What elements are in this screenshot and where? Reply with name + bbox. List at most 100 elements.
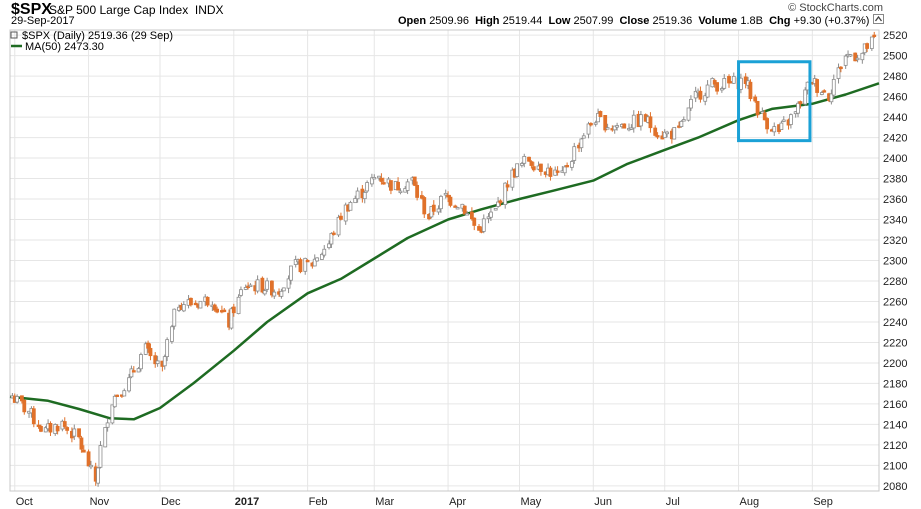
- ma-layer: [9, 82, 880, 421]
- stockcharts-credit: © StockCharts.com: [788, 2, 883, 14]
- candle-body: [481, 218, 486, 232]
- candle-body: [446, 194, 450, 198]
- candle-body: [65, 427, 70, 431]
- candle-body: [448, 196, 453, 206]
- candle-body: [136, 368, 141, 373]
- candle-body: [719, 88, 724, 91]
- candle-body: [815, 79, 819, 93]
- quote-stats: Open 2509.96 High 2519.44 Low 2507.99 Cl…: [398, 15, 869, 27]
- candle-body: [522, 155, 527, 164]
- candle-body: [527, 156, 531, 162]
- candle-body: [312, 258, 317, 267]
- ma50-line: [9, 82, 880, 421]
- x-axis-ticks: Oct Nov Dec 2017 Feb Mar Apr May Jun Jul Aug Sep: [16, 496, 833, 508]
- candle-body: [436, 208, 441, 213]
- candle-body: [662, 131, 667, 139]
- y-tick-label: 2440: [883, 112, 907, 124]
- candle-body: [379, 177, 384, 182]
- candle-body: [653, 127, 658, 136]
- candle-body: [286, 278, 291, 289]
- candle-body: [198, 300, 203, 309]
- candle-body: [231, 306, 236, 314]
- quote-date: 29-Sep-2017: [11, 15, 75, 27]
- y-tick-label: 2140: [883, 419, 907, 431]
- candle-body: [753, 96, 758, 102]
- candle-body: [22, 399, 27, 413]
- candle-body: [20, 395, 24, 402]
- y-tick-label: 2480: [883, 71, 907, 83]
- candle-body: [193, 302, 198, 306]
- candle-body: [146, 342, 150, 349]
- candle-body: [869, 36, 874, 49]
- candle-body: [612, 125, 617, 131]
- highlight-box: [737, 60, 812, 143]
- candle-body: [212, 304, 217, 311]
- candle-body: [48, 423, 53, 433]
- candle-body: [62, 421, 67, 427]
- candle-body: [462, 205, 467, 215]
- x-tick-label: 2017: [235, 496, 259, 508]
- candle-body: [743, 76, 748, 85]
- candle-body: [143, 343, 148, 355]
- x-tick-label: Aug: [740, 496, 760, 508]
- candle-body: [629, 127, 634, 130]
- candle-body: [477, 226, 481, 231]
- candle-body: [248, 284, 253, 288]
- open-label: Open: [398, 15, 427, 27]
- low-value: 2507.99: [573, 15, 614, 27]
- ticker-symbol: $SPX: [11, 1, 52, 18]
- candle-body: [419, 195, 424, 199]
- candle-body: [303, 257, 308, 272]
- y-tick-label: 2120: [883, 440, 907, 452]
- candle-body: [555, 170, 560, 173]
- candle-body: [631, 114, 636, 129]
- candle-body: [377, 175, 381, 179]
- y-axis-ticks: 2080 2100 2120 2140 2160 2180 2200 2220 2240 2260…: [883, 30, 907, 493]
- candle-body: [860, 52, 865, 61]
- candle-body: [798, 101, 803, 105]
- y-tick-label: 2260: [883, 296, 907, 308]
- y-tick-label: 2080: [883, 481, 907, 493]
- candle-body: [165, 339, 170, 358]
- x-tick-label: Feb: [309, 496, 328, 508]
- candle-body: [86, 451, 91, 467]
- change-label: Chg: [769, 15, 791, 27]
- x-tick-label: May: [520, 496, 541, 508]
- candle-body: [36, 424, 41, 427]
- candle-body: [722, 78, 727, 89]
- open-value: 2509.96: [429, 15, 469, 27]
- candle-body: [505, 184, 510, 188]
- candle-body: [348, 202, 353, 211]
- y-tick-label: 2320: [883, 235, 907, 247]
- candle-body: [727, 76, 731, 84]
- candle-body: [472, 217, 477, 226]
- candle-body: [169, 326, 174, 342]
- candle-body: [415, 184, 420, 198]
- candle-body: [353, 198, 358, 204]
- high-value: 2519.44: [502, 15, 543, 27]
- candle-body: [689, 98, 693, 109]
- candle-body: [372, 177, 377, 180]
- x-tick-label: Jul: [666, 496, 680, 508]
- candle-body: [298, 259, 303, 273]
- candle-body: [79, 437, 84, 450]
- candle-body: [453, 205, 458, 208]
- candle-body: [855, 57, 860, 61]
- price-bars: [10, 31, 877, 487]
- close-value: 2519.36: [652, 15, 693, 27]
- candle-body: [836, 67, 841, 79]
- candle-body: [865, 43, 869, 49]
- candle-body: [369, 177, 374, 185]
- candle-body: [205, 296, 210, 306]
- candle-body: [489, 211, 493, 218]
- index-name: S&P 500 Large Cap Index INDX: [49, 3, 224, 17]
- candle-body: [31, 408, 36, 425]
- candle-body: [565, 165, 570, 168]
- scroll-up-icon[interactable]: [873, 14, 884, 24]
- candle-body: [236, 296, 241, 315]
- candle-body: [339, 215, 343, 220]
- candle-body: [139, 354, 143, 370]
- candle-body: [829, 93, 834, 103]
- candle-body: [465, 213, 470, 216]
